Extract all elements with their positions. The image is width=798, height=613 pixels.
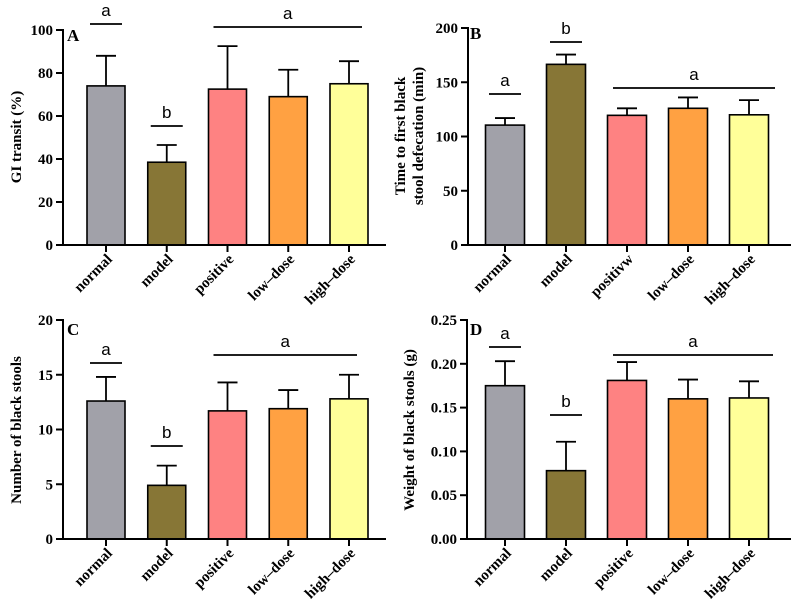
bar-model [545, 469, 587, 540]
y-tick-label: 100 [31, 23, 54, 39]
y-axis-label: Time to first black [393, 76, 409, 195]
x-tick-label-normal: normal [72, 252, 116, 296]
bar-low-dose [268, 95, 309, 246]
x-tick-label-normal: normal [72, 546, 116, 590]
y-tick-label: 40 [38, 152, 53, 168]
x-tick-label-high-dose: high–dose [302, 545, 359, 602]
y-tick-label: 150 [436, 75, 459, 91]
y-tick-label: 5 [46, 477, 54, 493]
panel-label: B [470, 24, 481, 43]
y-tick-label: 0 [451, 238, 459, 254]
y-tick-label: 80 [38, 66, 53, 82]
significance-letter-a: a [688, 332, 698, 351]
x-tick-label-positivw: positivw [588, 251, 637, 300]
bar-model [545, 63, 587, 246]
y-axis-label: Weight of black stools (g) [402, 349, 418, 511]
significance-letter-b: b [162, 423, 171, 442]
x-tick-label-model: model [138, 252, 177, 291]
significance-letter-a: a [283, 4, 293, 23]
x-tick-label-low-dose: low–dose [246, 545, 299, 598]
x-tick-label-normal: normal [471, 252, 515, 296]
x-tick-label-positive: positive [191, 545, 237, 591]
x-tick-label-low-dose: low–dose [645, 251, 698, 304]
y-tick-label: 0.20 [431, 357, 457, 373]
significance-letter-a: a [101, 340, 111, 359]
significance-letter-b: b [561, 19, 570, 38]
bar-low-dose [667, 398, 709, 540]
bar-normal [484, 384, 526, 540]
y-tick-label: 0.10 [431, 444, 457, 460]
x-tick-label-high-dose: high–dose [702, 545, 759, 602]
x-tick-label-low-dose: low–dose [645, 545, 698, 598]
y-tick-label: 0 [46, 532, 54, 548]
significance-letter-a: a [500, 324, 510, 343]
bar-positive [207, 88, 248, 246]
y-tick-label: 10 [38, 423, 53, 439]
panel-b-time-to-first-black-stool: normal model positivw low–dose high–dose 0 50 1… [393, 19, 791, 308]
bar-low-dose [667, 107, 709, 246]
y-tick-label: 200 [436, 21, 459, 37]
significance-letter-b: b [162, 103, 171, 122]
y-tick-label: 0.00 [431, 532, 457, 548]
bar-high-dose [329, 82, 369, 246]
significance-letter-a: a [500, 71, 510, 90]
y-tick-label: 0 [46, 238, 54, 254]
bar-low-dose [268, 407, 309, 540]
y-tick-label: 20 [38, 313, 53, 329]
significance-letter-a: a [281, 332, 291, 351]
bar-model [146, 161, 187, 246]
y-tick-label: 0.15 [431, 401, 457, 417]
significance-letter-a: a [689, 65, 699, 84]
x-tick-label-high-dose: high–dose [302, 251, 359, 308]
bar-model [146, 484, 187, 540]
y-axis-label: stool defecation (min) [411, 67, 427, 205]
y-tick-label: 0.25 [431, 313, 457, 329]
x-tick-label-positive: positive [191, 251, 237, 297]
bar-normal [86, 85, 126, 246]
bar-positivw [606, 114, 648, 246]
x-tick-label-normal: normal [471, 546, 515, 590]
panel-d-weight-of-black-stools: normal model positive low–dose high–dose 0.00… [402, 313, 791, 602]
y-axis-label: GI transit (%) [9, 91, 25, 184]
y-tick-label: 60 [38, 109, 53, 125]
panel-label: A [67, 26, 80, 45]
significance-letter-a: a [101, 1, 111, 20]
bar-positive [207, 410, 248, 540]
bar-normal [86, 400, 126, 540]
y-tick-label: 20 [38, 195, 53, 211]
bar-high-dose [728, 397, 770, 540]
x-tick-label-model: model [537, 546, 576, 585]
bar-positive [606, 379, 648, 540]
x-tick-label-low-dose: low–dose [246, 251, 299, 304]
bar-high-dose [728, 114, 770, 246]
x-tick-label-positive: positive [591, 545, 637, 591]
y-tick-label: 100 [436, 130, 459, 146]
y-tick-label: 50 [443, 184, 458, 200]
panel-a-gi-transit: normal model positive low–dose high–dose 0 20 4… [9, 1, 386, 308]
x-tick-label-model: model [138, 546, 177, 585]
panel-label: D [470, 320, 482, 339]
x-tick-label-model: model [537, 252, 576, 291]
significance-letter-b: b [561, 392, 570, 411]
x-tick-label-high-dose: high–dose [702, 251, 759, 308]
panel-label: C [67, 320, 79, 339]
bar-high-dose [329, 398, 369, 540]
bar-normal [484, 124, 526, 246]
y-tick-label: 0.05 [431, 488, 457, 504]
y-tick-label: 15 [38, 368, 53, 384]
panel-c-number-of-black-stools: normal model positive low–dose high–dose 0 5 10… [9, 313, 386, 602]
y-axis-label: Number of black stools [9, 356, 25, 504]
